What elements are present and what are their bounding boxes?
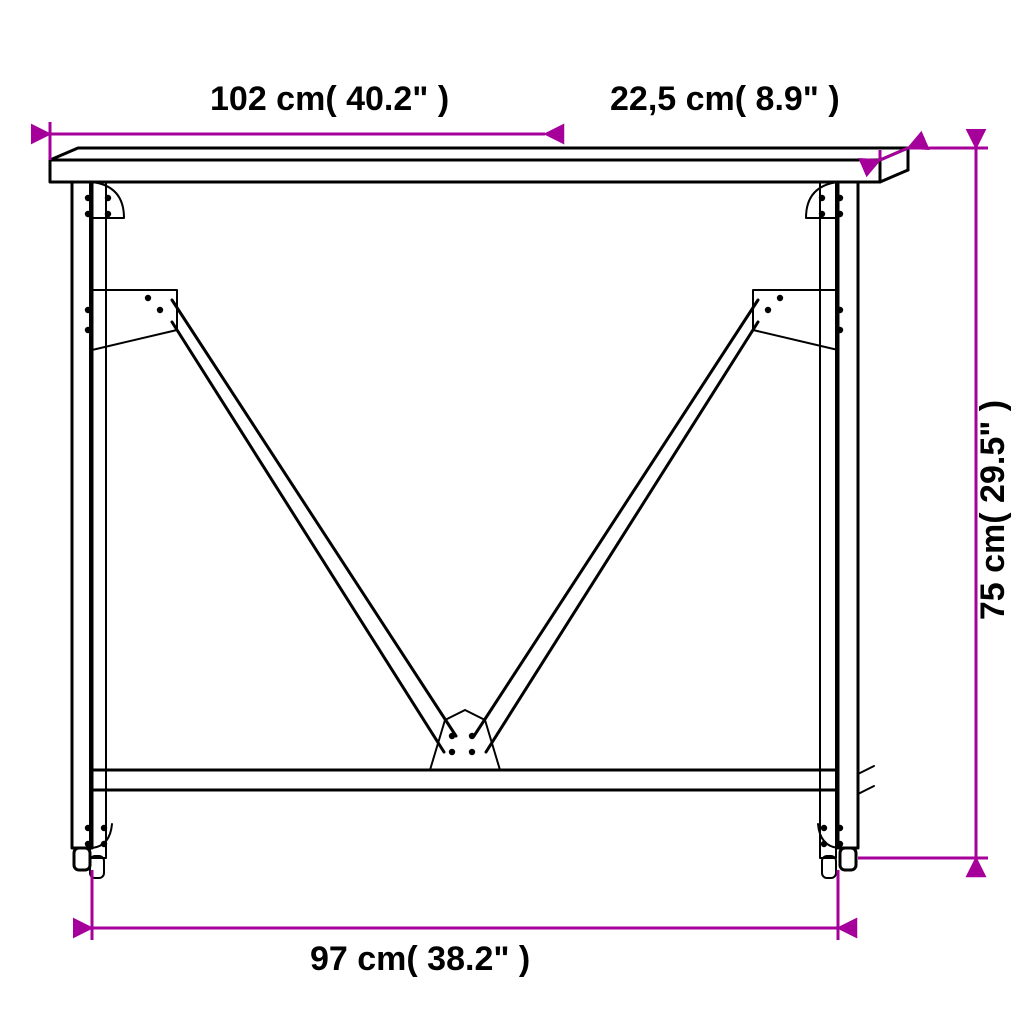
- dimension-label-height: 75 cm( 29.5" ): [974, 400, 1012, 620]
- dimension-label-width_top: 102 cm( 40.2" ): [210, 80, 449, 118]
- dimension-line-depth: [880, 148, 908, 160]
- dimension-annotations: 102 cm( 40.2" ) 22,5 cm( 8.9" ) 75 cm( 29.…: [50, 80, 1012, 978]
- console-table-drawing: [50, 148, 908, 878]
- dimension-label-depth: 22,5 cm( 8.9" ): [610, 80, 840, 118]
- extension-lines: [50, 122, 988, 940]
- dimension-label-width_inner: 97 cm( 38.2" ): [310, 940, 530, 978]
